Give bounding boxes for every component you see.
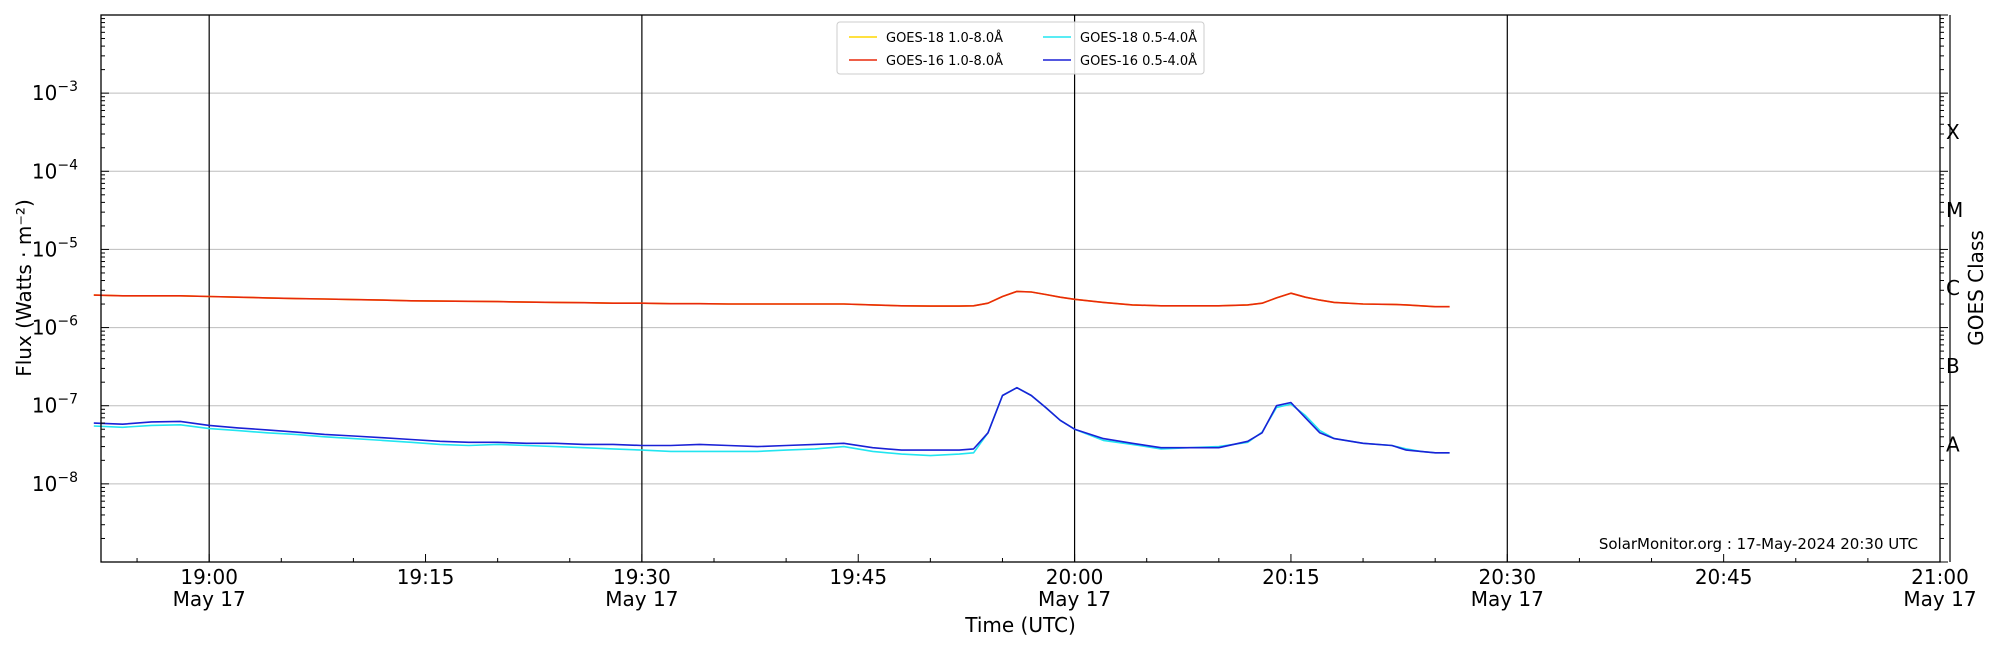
y-tick-label: 10−8 xyxy=(32,470,78,496)
series-line xyxy=(93,290,1450,308)
series-line xyxy=(93,386,1450,457)
y-tick-label: 10−6 xyxy=(32,314,78,340)
series-layer xyxy=(93,290,1450,457)
x-axis-title: Time (UTC) xyxy=(964,613,1076,637)
legend-label: GOES-18 0.5-4.0Å xyxy=(1080,30,1197,46)
y-axis-title: Flux (Watts · m⁻²) xyxy=(12,199,36,377)
goes-class-label: A xyxy=(1946,432,1960,456)
watermark: SolarMonitor.org : 17-May-2024 20:30 UTC xyxy=(1599,535,1918,553)
plot-frame xyxy=(100,14,1941,563)
x-tick-date-label: May 17 xyxy=(605,587,678,611)
y-tick-label: 10−4 xyxy=(32,157,78,183)
y-tick-label: 10−5 xyxy=(32,235,78,261)
x-tick-label: 20:30 xyxy=(1478,565,1536,589)
goes-class-label: B xyxy=(1946,354,1960,378)
x-tick-label: 19:00 xyxy=(180,565,238,589)
x-tick-label: 19:30 xyxy=(613,565,671,589)
goes-class-label: M xyxy=(1946,198,1963,222)
legend: GOES-18 1.0-8.0Å GOES-16 1.0-8.0Å GOES-18 … xyxy=(836,21,1205,75)
x-tick-label: 19:15 xyxy=(397,565,455,589)
goes-class-label: X xyxy=(1946,120,1960,144)
y-tick-label: 10−7 xyxy=(32,392,78,418)
x-tick-date-label: May 17 xyxy=(1903,587,1976,611)
grid-layer xyxy=(101,15,1940,562)
x-tick-label: 20:00 xyxy=(1046,565,1104,589)
legend-label: GOES-16 1.0-8.0Å xyxy=(886,53,1003,69)
x-tick-label: 19:45 xyxy=(829,565,887,589)
legend-label: GOES-18 1.0-8.0Å xyxy=(886,30,1003,46)
x-tick-date-label: May 17 xyxy=(1471,587,1544,611)
y-tick-label: 10−3 xyxy=(32,79,78,105)
series-line xyxy=(93,386,1450,454)
goes-class-axis-title: GOES Class xyxy=(1964,230,1988,346)
x-tick-label: 20:45 xyxy=(1695,565,1753,589)
legend-label: GOES-16 0.5-4.0Å xyxy=(1080,53,1197,69)
x-tick-label: 21:00 xyxy=(1911,565,1969,589)
x-tick-date-label: May 17 xyxy=(173,587,246,611)
goes-class-label: C xyxy=(1946,276,1960,300)
ticks-layer xyxy=(101,14,1951,563)
legend-box xyxy=(836,21,1205,75)
x-tick-label: 20:15 xyxy=(1262,565,1320,589)
x-tick-date-label: May 17 xyxy=(1038,587,1111,611)
